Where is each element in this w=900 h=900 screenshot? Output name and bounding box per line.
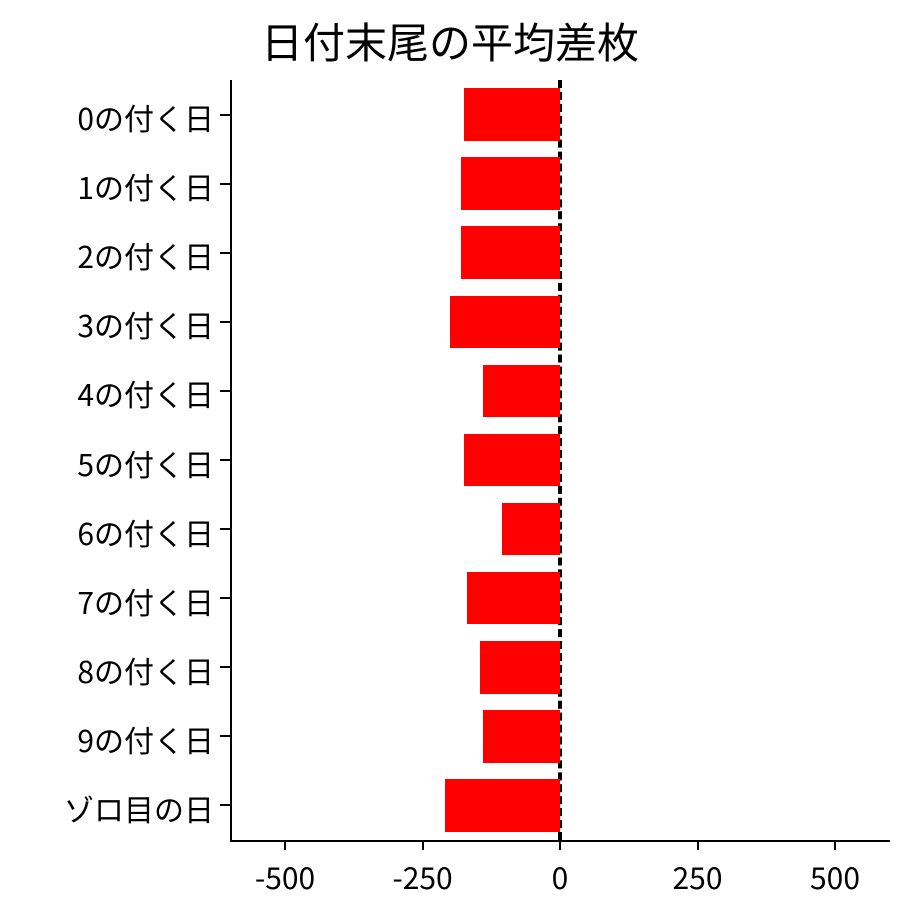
y-tick-dash	[220, 390, 230, 392]
bar-7	[467, 572, 561, 625]
y-tick-dash	[220, 528, 230, 530]
y-tick-dash	[220, 321, 230, 323]
y-tick-dash	[220, 114, 230, 116]
x-tick-mark	[422, 840, 424, 850]
y-tick-label: 5の付く日	[77, 441, 214, 485]
bar-9	[483, 710, 560, 763]
y-axis-line	[230, 80, 232, 840]
y-tick-label: 6の付く日	[77, 510, 214, 554]
x-tick-label: 500	[810, 854, 860, 898]
bar-10	[445, 779, 561, 832]
y-tick-dash	[220, 459, 230, 461]
y-tick-dash	[220, 252, 230, 254]
y-tick-label: 3の付く日	[77, 302, 214, 346]
bar-0	[464, 88, 560, 141]
x-tick-label: 0	[552, 854, 569, 898]
y-tick-dash	[220, 666, 230, 668]
bar-2	[461, 226, 560, 279]
x-tick-mark	[834, 840, 836, 850]
y-tick-dash	[220, 183, 230, 185]
chart-title: 日付末尾の平均差枚	[0, 10, 900, 71]
y-tick-dash	[220, 804, 230, 806]
y-tick-label: 0の付く日	[77, 95, 214, 139]
y-tick-label: 4の付く日	[77, 371, 214, 415]
bar-1	[461, 157, 560, 210]
x-tick-label: 250	[673, 854, 723, 898]
y-tick-label: 1の付く日	[77, 164, 214, 208]
y-tick-label: ゾロ目の日	[64, 786, 214, 830]
x-tick-mark	[697, 840, 699, 850]
bar-5	[464, 434, 560, 487]
bar-3	[450, 296, 560, 349]
y-tick-label: 7の付く日	[77, 579, 214, 623]
x-tick-mark	[284, 840, 286, 850]
x-tick-mark	[559, 840, 561, 850]
x-tick-label: -500	[255, 854, 315, 898]
y-tick-dash	[220, 735, 230, 737]
y-tick-label: 8の付く日	[77, 648, 214, 692]
y-tick-label: 2の付く日	[77, 233, 214, 277]
bar-4	[483, 365, 560, 418]
bar-6	[502, 503, 560, 556]
y-tick-label: 9の付く日	[77, 717, 214, 761]
x-tick-label: -250	[392, 854, 452, 898]
bar-8	[480, 641, 560, 694]
y-tick-dash	[220, 597, 230, 599]
chart-container: { "chart": { "type": "bar-horizontal", "…	[0, 0, 900, 900]
